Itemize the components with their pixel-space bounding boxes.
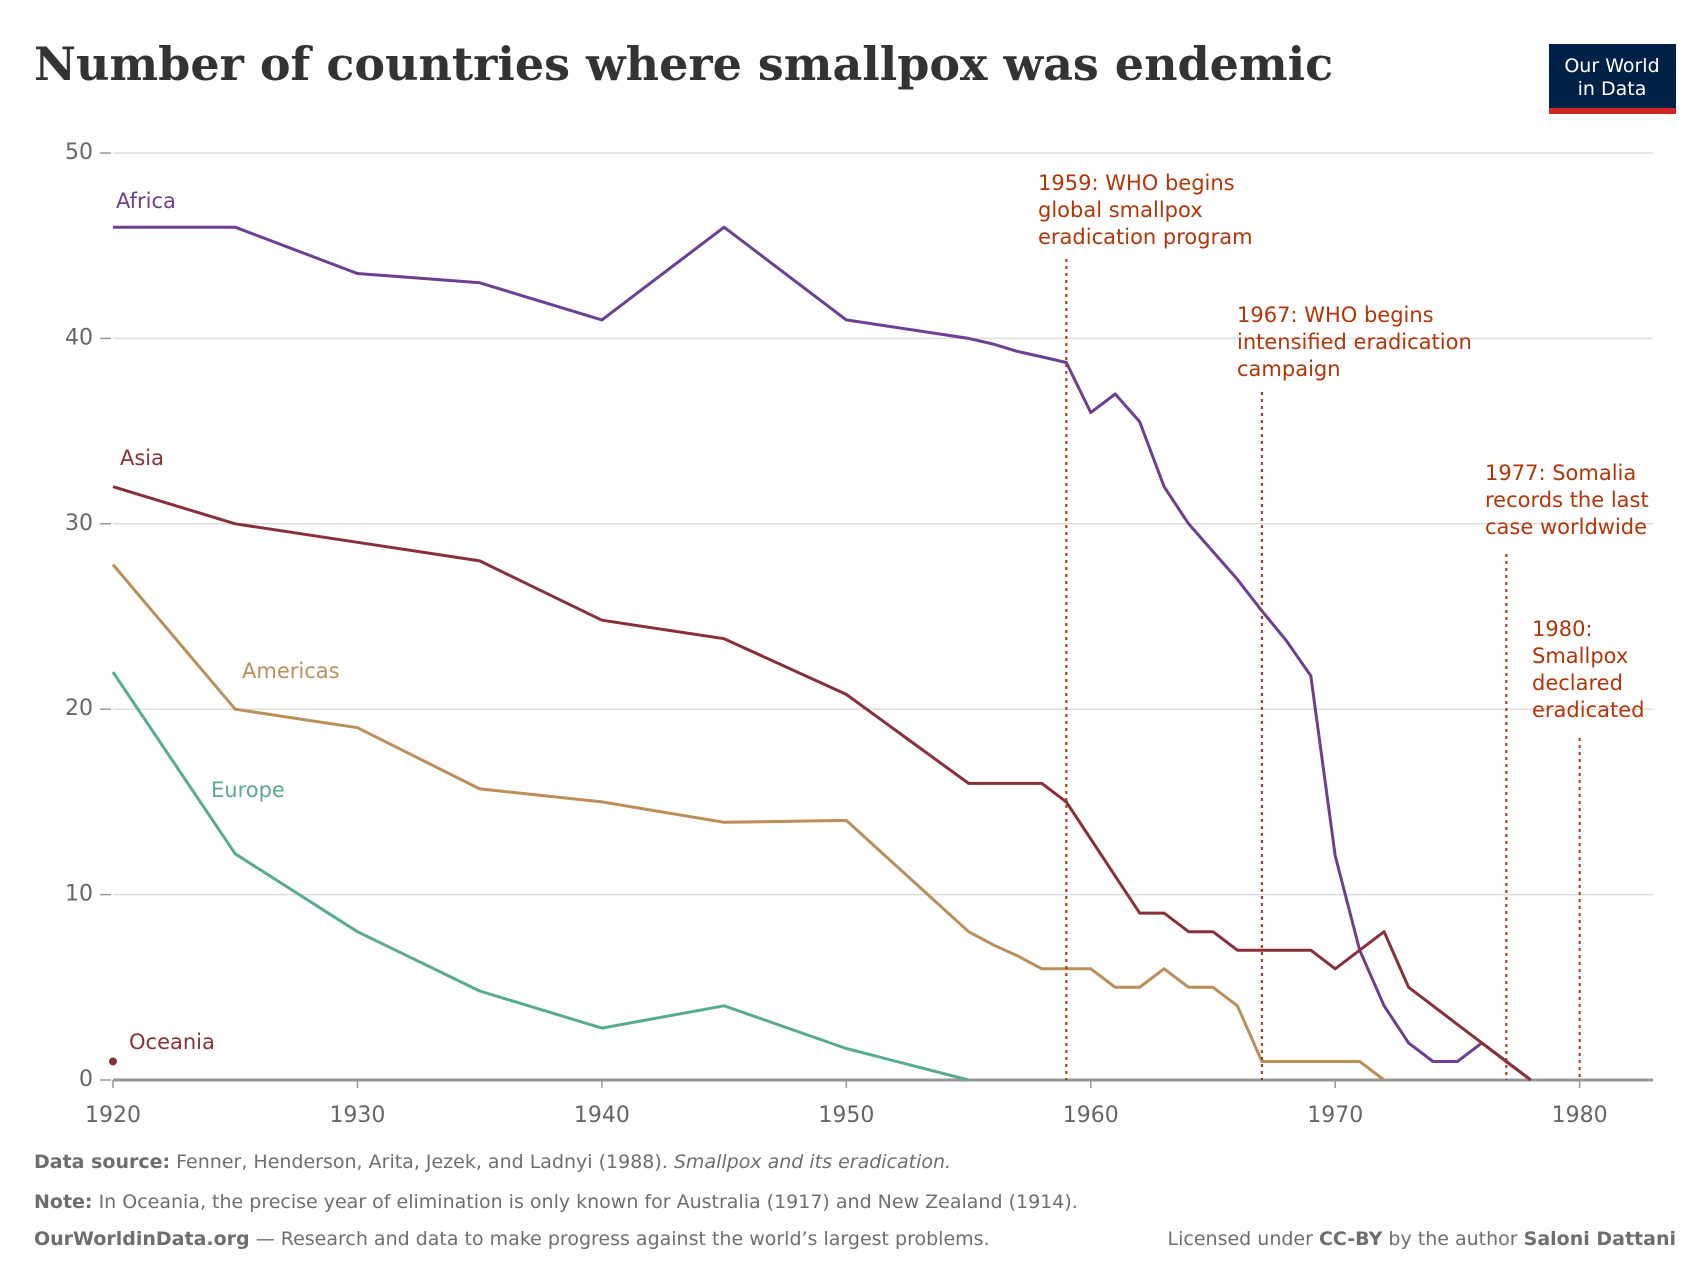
series-line [112,485,1532,1082]
site: OurWorldinData.org [34,1228,250,1250]
x-tick-label: 1970 [1307,1103,1363,1128]
series-label: Europe [211,778,285,802]
source-label: Data source: [34,1151,170,1173]
y-tick-label: 0 [79,1067,93,1092]
source-text: Fenner, Henderson, Arita, Jezek, and Lad… [170,1151,674,1173]
x-tick-label: 1940 [574,1103,630,1128]
series-line [111,671,969,1082]
logo-text: Our World [1564,55,1659,77]
event-label: intensified eradication [1237,330,1472,354]
y-tick-label: 50 [65,140,93,165]
chart-title: Number of countries where smallpox was e… [34,37,1333,91]
event-label: campaign [1237,357,1341,381]
event-label: records the last [1485,488,1649,512]
x-tick-label: 1930 [329,1103,385,1128]
x-tick-label: 1980 [1552,1103,1608,1128]
note-text: In Oceania, the precise year of eliminat… [93,1191,1078,1213]
event-label: eradication program [1038,225,1253,249]
author: Saloni Dattani [1524,1228,1676,1250]
footer-right: Licensed under CC-BY by the author Salon… [1168,1228,1676,1250]
source-title: Smallpox and its eradication. [674,1151,951,1173]
event-label: global smallpox [1038,198,1203,222]
y-tick-label: 10 [65,882,93,907]
series-label: Americas [242,659,340,683]
series-label: Asia [120,446,164,470]
event-label: 1980: [1532,617,1593,641]
event-label: case worldwide [1485,515,1647,539]
logo-box [1549,44,1676,114]
series-label: Oceania [129,1030,215,1054]
site-text: — Research and data to make progress aga… [250,1228,990,1250]
event-label: declared [1532,671,1623,695]
license-pre: Licensed under [1168,1228,1319,1250]
event-label: eradicated [1532,698,1645,722]
logo-bar [1549,108,1676,114]
source-note: Data source: Fenner, Henderson, Arita, J… [34,1151,951,1173]
y-tick-label: 40 [65,325,93,350]
x-tick-label: 1960 [1063,1103,1119,1128]
footer-left: OurWorldinData.org — Research and data t… [34,1228,990,1250]
event-label: Smallpox [1532,644,1628,668]
logo-text: in Data [1578,78,1647,100]
license: CC-BY [1319,1228,1383,1250]
note-label: Note: [34,1191,93,1213]
y-tick-label: 30 [65,511,93,536]
event-label: 1967: WHO begins [1237,303,1434,327]
series-line [113,225,1532,1082]
y-tick-label: 20 [65,696,93,721]
x-tick-label: 1950 [818,1103,874,1128]
license-mid: by the author [1382,1228,1523,1250]
note: Note: In Oceania, the precise year of el… [34,1191,1078,1213]
event-label: 1959: WHO begins [1038,171,1235,195]
event-label: 1977: Somalia [1485,461,1636,485]
point [109,1057,117,1066]
x-tick-label: 1920 [85,1103,141,1128]
series-label: Africa [116,189,176,213]
series-line [111,563,1386,1082]
